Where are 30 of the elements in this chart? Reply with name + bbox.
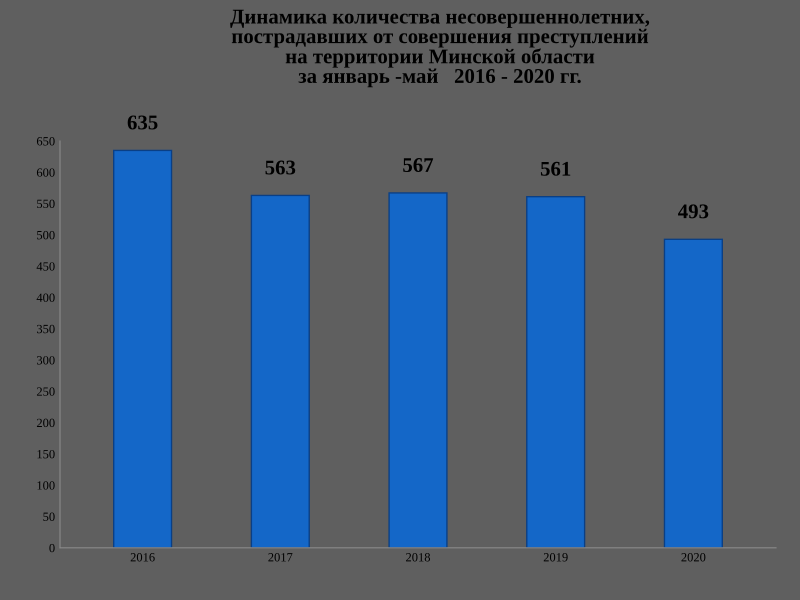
y-tick-label: 450 (36, 262, 55, 271)
bar (250, 194, 310, 548)
y-tick-label: 250 (36, 387, 55, 396)
y-tick-label: 500 (37, 230, 55, 240)
y-tick-label: 300 (36, 356, 55, 365)
x-tick-label: 2016 (130, 553, 155, 562)
y-tick-label: 100 (37, 481, 55, 490)
data-label: 563 (266, 160, 296, 175)
bar (113, 150, 172, 548)
x-tick-label: 2018 (406, 553, 430, 562)
y-tick-label: 50 (43, 512, 55, 521)
data-label: 561 (540, 162, 570, 176)
x-tick-label: 2017 (268, 553, 292, 562)
y-tick-label: 400 (36, 293, 55, 302)
data-label: 635 (128, 115, 158, 130)
bar (664, 238, 723, 548)
chart-title: Динамика количества несовершеннолетних, пострадавших от совершения преступлений на территории Минской области за январь -май 2016 - 2020 гг. (230, 10, 650, 88)
x-tick-label: 2019 (544, 553, 568, 562)
y-tick-label: 200 (36, 418, 55, 428)
y-tick-label: 600 (36, 168, 55, 177)
data-label: 493 (678, 204, 708, 218)
bar (388, 192, 448, 548)
y-tick-label: 650 (36, 137, 55, 146)
y-tick-label: 150 (37, 450, 55, 458)
data-label: 567 (403, 158, 434, 172)
bar (526, 196, 586, 548)
y-tick-label: 550 (37, 200, 55, 208)
x-tick-label: 2020 (681, 553, 706, 562)
y-tick-label: 350 (36, 324, 55, 334)
y-tick-label: 0 (49, 544, 55, 552)
